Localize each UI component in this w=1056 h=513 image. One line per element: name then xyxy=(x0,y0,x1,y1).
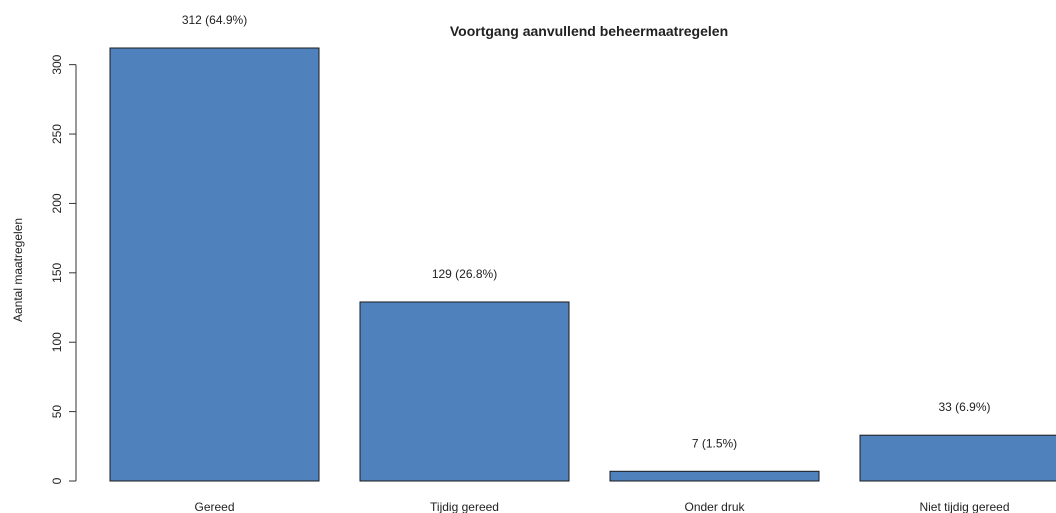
data-labels-group: 312 (64.9%) 129 (26.8%) 7 (1.5%) 33 (6.9%) xyxy=(182,13,991,450)
y-tick-label: 150 xyxy=(50,262,64,282)
y-tick-label: 300 xyxy=(50,54,64,74)
bar xyxy=(109,47,320,482)
bar-data-label: 129 (26.8%) xyxy=(432,267,497,281)
y-tick-label: 0 xyxy=(50,477,64,484)
bar-data-label: 33 (6.9%) xyxy=(938,400,990,414)
y-tick-label: 250 xyxy=(50,124,64,144)
bar xyxy=(359,301,570,482)
y-axis: 0 50 100 150 200 250 300 xyxy=(50,54,77,484)
y-tick-label: 200 xyxy=(50,193,64,213)
category-label: Tijdig gereed xyxy=(430,500,499,513)
bar xyxy=(609,470,820,482)
category-label: Gereed xyxy=(194,500,234,513)
y-tick-label: 100 xyxy=(50,332,64,352)
category-label: Onder druk xyxy=(684,500,745,513)
y-tick-label: 50 xyxy=(50,405,64,419)
bar-data-label: 312 (64.9%) xyxy=(182,13,247,27)
chart-title: Voortgang aanvullend beheermaatregelen xyxy=(450,23,728,39)
category-labels-group: Gereed Tijdig gereed Onder druk Niet tijdig… xyxy=(194,500,1009,513)
bar-data-label: 7 (1.5%) xyxy=(692,436,737,450)
y-axis-label: Aantal maatregelen xyxy=(11,218,25,322)
bars-group xyxy=(109,47,1056,482)
bar xyxy=(859,434,1056,482)
category-label: Niet tijdig gereed xyxy=(919,500,1009,513)
